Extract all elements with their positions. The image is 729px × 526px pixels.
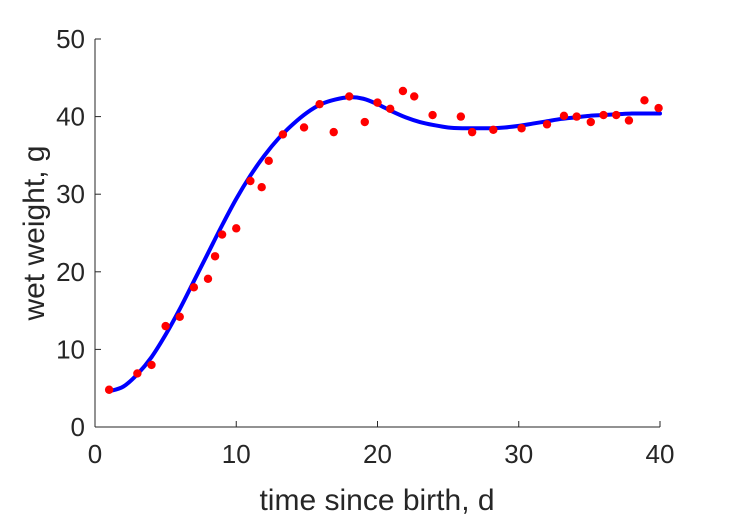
x-tick-label: 20 — [363, 439, 392, 469]
data-point — [517, 124, 526, 133]
data-point — [559, 111, 569, 121]
y-tick-label: 20 — [56, 257, 85, 287]
data-point — [410, 92, 419, 101]
data-point — [232, 224, 241, 233]
data-point — [257, 183, 266, 192]
data-point — [189, 283, 199, 292]
data-point — [542, 120, 552, 129]
x-axis-label: time since birth, d — [259, 484, 494, 517]
y-tick-label: 40 — [56, 102, 85, 132]
data-point — [345, 92, 354, 101]
data-point — [572, 112, 581, 121]
x-axis-ticks: 0 10 20 30 40 — [88, 421, 675, 469]
y-tick-label: 0 — [71, 412, 85, 442]
data-point — [489, 125, 498, 134]
data-point — [586, 117, 595, 127]
y-tick-label: 30 — [56, 179, 85, 209]
data-point — [612, 110, 621, 120]
x-tick-label: 40 — [646, 439, 675, 469]
y-axis-label: wet weight, g — [18, 145, 51, 321]
data-point — [133, 369, 142, 378]
x-tick-label: 0 — [88, 439, 102, 469]
data-point — [217, 230, 227, 239]
data-point — [360, 117, 369, 127]
fit-curve-line — [107, 95, 662, 394]
data-point — [147, 360, 156, 370]
data-point — [640, 96, 649, 105]
y-axis-ticks: 0 10 20 30 40 50 — [56, 24, 101, 442]
data-point — [467, 127, 477, 137]
data-point — [654, 103, 663, 113]
data-point — [203, 274, 213, 283]
x-tick-label: 30 — [504, 439, 533, 469]
data-point — [386, 104, 395, 114]
data-point — [175, 312, 184, 322]
y-tick-label: 50 — [56, 24, 85, 54]
data-point — [264, 156, 273, 166]
y-tick-label: 10 — [56, 334, 85, 364]
x-tick-label: 10 — [222, 439, 251, 469]
data-point — [398, 86, 408, 96]
data-point — [246, 176, 255, 186]
data-point — [161, 321, 170, 331]
data-point — [456, 112, 466, 121]
data-point — [210, 252, 220, 261]
data-point — [278, 130, 288, 139]
plot-series — [104, 86, 663, 394]
data-point — [315, 99, 324, 109]
data-point — [428, 110, 437, 120]
data-point — [299, 123, 309, 132]
data-point — [329, 127, 338, 137]
data-point — [373, 98, 382, 107]
data-point — [599, 110, 608, 120]
data-point — [624, 116, 634, 125]
data-point — [104, 385, 114, 394]
